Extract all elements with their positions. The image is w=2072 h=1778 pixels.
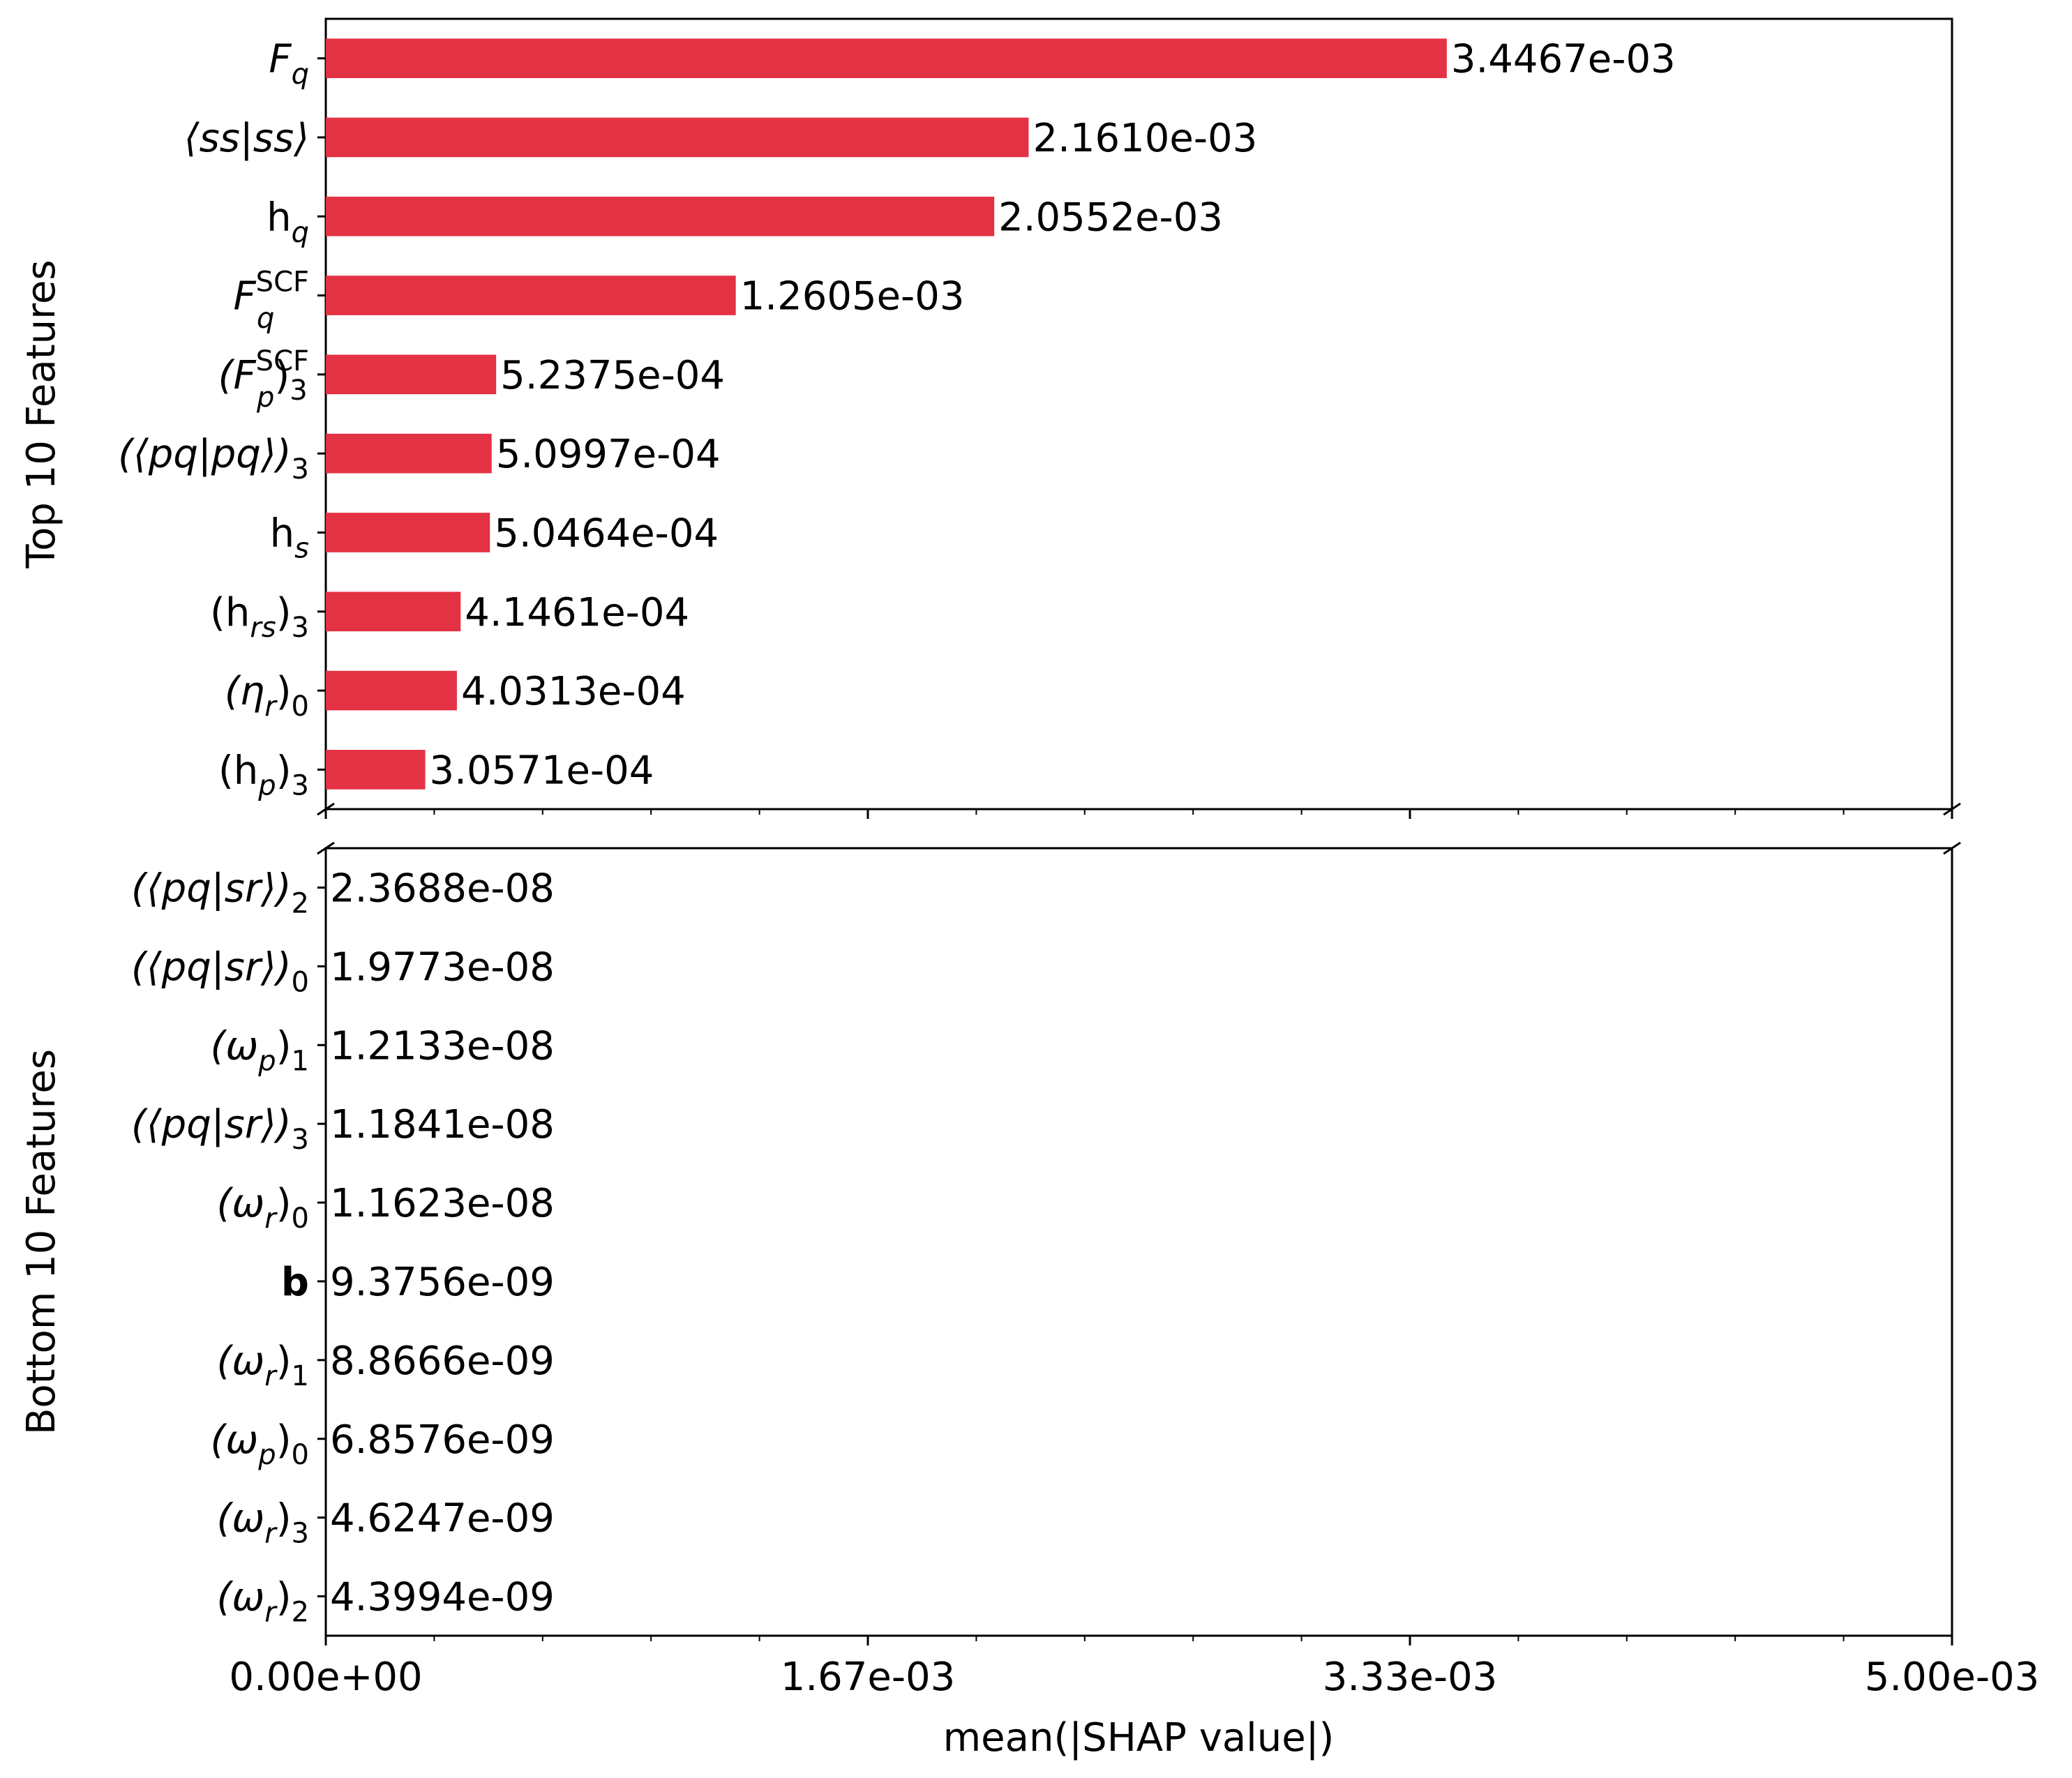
x-tick-label: 1.67e-03 [781,1655,956,1700]
bar [326,513,490,552]
x-axis-title: mean(|SHAP value|) [943,1715,1335,1761]
axis-break-mark [1943,841,1961,855]
category-label: (⟨pq|sr⟩)0 [131,944,309,998]
category-label: Fq [269,37,309,91]
value-label: 5.2375e-04 [500,353,725,398]
bar [326,670,457,711]
bar [326,117,1029,158]
value-label: 1.1841e-08 [330,1102,555,1147]
top-features-panel: 3.4467e-03 Fq 2.1610e-03 ⟨ss|ss⟩ 2.0552e-03 h… [19,17,1961,819]
value-label: 2.0552e-03 [998,195,1223,240]
bar [326,196,995,236]
category-label: (ηr)0 [225,669,309,723]
category-label: (ωr)2 [216,1575,309,1629]
value-label: 4.6247e-09 [330,1496,555,1542]
value-label: 4.0313e-04 [461,669,686,714]
category-label: (⟨pq|pq⟩)3 [118,432,309,485]
plot-frame [324,17,1953,811]
y-axis-title: Top 10 Features [19,259,64,568]
category-label: hq [266,195,309,248]
x-tick-label: 3.33e-03 [1323,1655,1498,1700]
value-label: 3.0571e-04 [430,748,654,793]
value-label: 8.8666e-09 [330,1339,555,1384]
category-label: (ωr)1 [216,1339,309,1392]
x-tick-label: 0.00e+00 [229,1655,422,1700]
value-label: 5.0464e-04 [494,511,719,556]
category-label: ⟨ss|ss⟩ [184,116,309,161]
plot-frame [324,847,1953,1637]
bottom-features-panel: 2.3688e-08 (⟨pq|sr⟩)2 1.9773e-08 (⟨pq|sr⟩)0… [19,841,1961,1637]
category-label: (hp)3 [218,748,309,801]
category-label: b [281,1260,309,1305]
category-label: (ωp)0 [211,1417,309,1471]
value-label: 1.9773e-08 [330,944,555,990]
category-label: (⟨pq|sr⟩)3 [131,1102,309,1156]
value-label: 6.8576e-09 [330,1417,555,1463]
value-label: 2.1610e-03 [1033,116,1257,161]
axis-break-mark [1943,802,1961,816]
value-label: 4.3994e-09 [330,1575,555,1620]
value-label: 2.3688e-08 [330,866,555,911]
value-label: 5.0997e-04 [496,432,721,477]
bar [326,276,736,315]
bar [326,592,461,632]
y-axis-title: Bottom 10 Features [19,1049,64,1435]
category-label: (⟨pq|sr⟩)2 [131,866,309,919]
category-label: (FSCF p)3 [218,345,309,414]
bar [326,750,426,790]
x-axis: 0.00e+00 1.67e-03 3.33e-03 5.00e-03 [229,1636,2039,1700]
bar [326,354,497,395]
category-label: hs [270,511,309,564]
bar [326,433,492,474]
category-label: (ωr)0 [216,1181,309,1235]
axis-break-mark [317,802,335,816]
value-label: 4.1461e-04 [465,590,689,635]
category-label: (hrs)3 [210,590,309,644]
x-tick-label: 5.00e-03 [1865,1655,2040,1700]
category-label: (ωp)1 [211,1023,309,1077]
category-label: FSCF q [233,266,309,335]
value-label: 1.2605e-03 [740,274,965,319]
bar [326,38,1447,78]
value-label: 1.2133e-08 [330,1023,555,1069]
axis-break-mark [317,841,335,855]
value-label: 9.3756e-09 [330,1260,555,1305]
category-label: (ωr)3 [216,1496,309,1550]
value-label: 3.4467e-03 [1451,37,1676,82]
value-label: 1.1623e-08 [330,1181,555,1226]
